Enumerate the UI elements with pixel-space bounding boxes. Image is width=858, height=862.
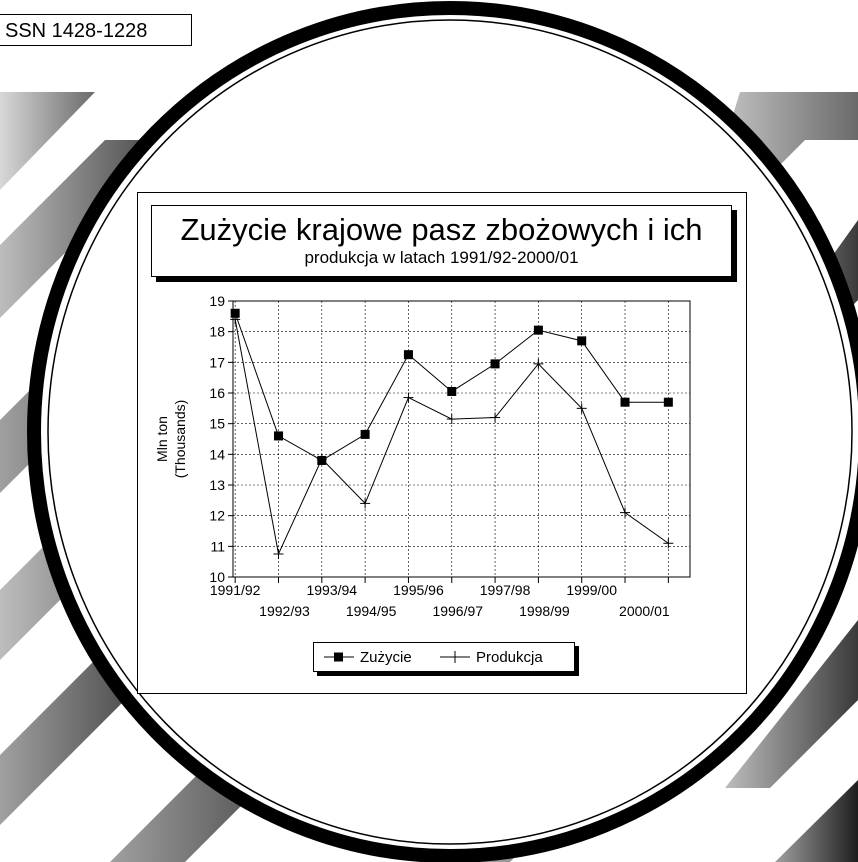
x-tick-label: 1999/00 <box>566 582 617 598</box>
data-point-zuzycie <box>663 397 673 407</box>
legend-marker-plus-icon <box>440 651 470 663</box>
y-tick-label: 17 <box>209 354 225 370</box>
data-point-zuzycie <box>577 336 587 346</box>
x-tick-label: 1995/96 <box>393 582 444 598</box>
legend-marker-square-icon <box>324 652 354 662</box>
y-tick-label: 15 <box>209 416 225 432</box>
data-point-produkcja <box>316 453 327 464</box>
legend-label-zuzycie: Zużycie <box>360 648 412 666</box>
chart-subtitle: produkcja w latach 1991/92-2000/01 <box>304 248 579 267</box>
data-point-produkcja <box>273 549 284 559</box>
chart-title: Zużycie krajowe pasz zbożowych i ich <box>180 212 703 247</box>
plot-area <box>232 300 691 578</box>
data-point-produkcja <box>663 538 674 549</box>
line-chart: 10 11 12 13 14 15 16 17 18 19 1991/92 1992/93 1993/… <box>154 293 691 619</box>
data-point-zuzycie <box>533 325 543 335</box>
data-point-produkcja <box>620 507 631 518</box>
data-point-produkcja <box>576 403 587 414</box>
y-tick-label: 12 <box>209 508 225 524</box>
x-tick-label: 1996/97 <box>432 603 483 619</box>
chart-legend: Zużycie Produkcja <box>313 642 575 672</box>
x-tick-label: 1992/93 <box>259 603 310 619</box>
y-tick-label: 14 <box>209 446 225 462</box>
legend-item-zuzycie: Zużycie <box>324 643 412 671</box>
chart-title-box: Zużycie krajowe pasz zbożowych i ich pro… <box>151 205 732 277</box>
y-tick-label: 18 <box>209 324 225 340</box>
data-point-produkcja <box>490 412 501 423</box>
data-point-zuzycie <box>490 359 500 369</box>
x-axis: 1991/92 1992/93 1993/94 1994/95 1995/96 1996/… <box>210 577 670 619</box>
y-tick-label: 16 <box>209 385 225 401</box>
data-point-zuzycie <box>403 350 413 360</box>
data-point-produkcja <box>446 414 457 425</box>
x-tick-label: 2000/01 <box>619 603 670 619</box>
y-axis: 10 11 12 13 14 15 16 17 18 19 <box>209 293 233 585</box>
x-tick-label: 1998/99 <box>519 603 570 619</box>
data-point-zuzycie <box>620 397 630 407</box>
data-point-produkcja <box>230 314 241 325</box>
data-point-zuzycie <box>230 308 240 318</box>
grid-lines <box>233 300 690 578</box>
x-tick-label: 1993/94 <box>306 582 357 598</box>
legend-label-produkcja: Produkcja <box>476 648 543 666</box>
y-axis-label: Mln ton <box>154 416 170 462</box>
y-tick-label: 11 <box>210 538 225 554</box>
data-point-produkcja <box>360 498 371 509</box>
issn-label: SSN 1428-1228 <box>0 14 192 46</box>
y-axis-unit-label: (Thousands) <box>172 400 188 479</box>
x-tick-label: 1997/98 <box>480 582 531 598</box>
legend-item-produkcja: Produkcja <box>440 643 543 671</box>
data-point-zuzycie <box>360 429 370 439</box>
data-point-produkcja <box>403 392 414 403</box>
x-tick-label: 1991/92 <box>210 582 261 598</box>
data-point-zuzycie <box>273 431 283 441</box>
x-tick-label: 1994/95 <box>346 603 397 619</box>
y-tick-label: 10 <box>209 569 225 585</box>
data-point-produkcja <box>533 358 544 369</box>
y-tick-label: 13 <box>209 477 225 493</box>
y-tick-label: 19 <box>209 293 225 309</box>
data-point-zuzycie <box>447 386 457 396</box>
series-group <box>230 308 674 559</box>
